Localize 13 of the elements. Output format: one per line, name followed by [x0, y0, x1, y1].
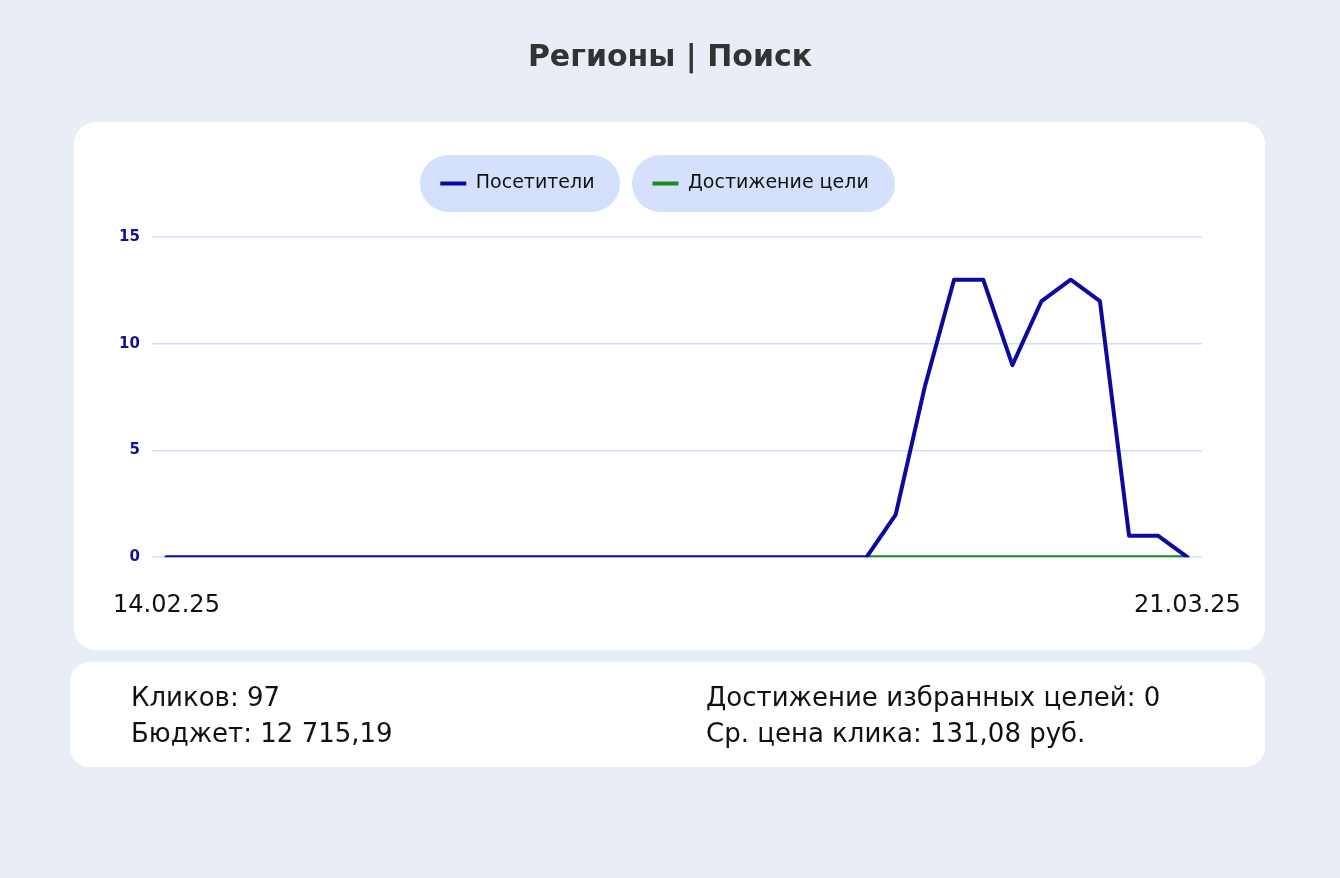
y-tick-label: 5: [129, 440, 140, 459]
legend-label: Посетители: [475, 170, 595, 193]
chart-title: Регионы | Поиск: [527, 38, 813, 73]
y-tick-label: 15: [119, 226, 140, 245]
y-tick-label: 10: [119, 333, 140, 352]
y-tick-label: 0: [129, 547, 140, 566]
text: Бюджет: 12 715,19: [131, 717, 393, 750]
text: Достижение избранных целей: 0: [706, 681, 1161, 714]
x-tick-label: 21.03.25: [1133, 589, 1241, 618]
legend-label: Достижение цели: [687, 170, 869, 193]
text: Ср. цена клика: 131,08 руб.: [706, 717, 1086, 750]
x-tick-label: 14.02.25: [113, 589, 220, 618]
text: Кликов: 97: [131, 681, 281, 714]
